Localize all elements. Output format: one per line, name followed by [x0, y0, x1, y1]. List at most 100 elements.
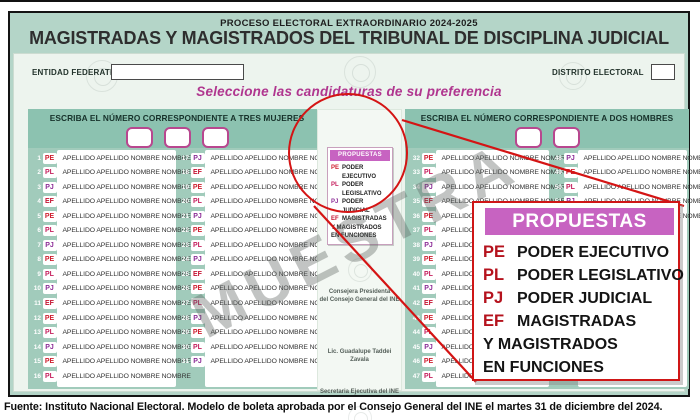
writein-number-box[interactable] — [552, 127, 580, 148]
candidate-list-panel — [57, 150, 176, 387]
candidate-number: 16 — [33, 372, 41, 380]
legend-code: EF — [483, 312, 505, 330]
distrito-electoral-box[interactable] — [651, 64, 675, 80]
candidate-row: 10 PJ APELLIDO APELLIDO NOMBRE NOMBRE — [30, 283, 191, 295]
writein-number-box[interactable] — [163, 127, 191, 148]
legend-code: PJ — [483, 289, 504, 307]
candidate-number: 33 — [412, 169, 420, 177]
legend-extra-line: Y MAGISTRADOS — [483, 336, 618, 353]
candidate-name: APELLIDO APELLIDO NOMBRE NOMBRE — [62, 270, 191, 278]
candidate-badge: EF — [421, 298, 436, 309]
candidate-name: APELLIDO APELLIDO NOMBRE NOMBRE — [62, 227, 191, 235]
candidate-badge: EF — [190, 268, 205, 280]
distrito-electoral-label: DISTRITO ELECTORAL — [552, 68, 644, 77]
candidate-number: 5 — [37, 212, 41, 220]
candidate-row: 13 PL APELLIDO APELLIDO NOMBRE NOMBRE — [30, 327, 191, 339]
candidate-badge: PJ — [421, 239, 436, 251]
legend-label: MAGISTRADAS — [517, 313, 637, 330]
candidate-badge: PE — [42, 210, 57, 222]
candidate-name: APELLIDO APELLIDO NOMBRE NOMBRE — [62, 329, 191, 337]
candidate-number: 47 — [412, 372, 420, 380]
candidate-row: 7 PJ APELLIDO APELLIDO NOMBRE NOMBRE — [30, 239, 191, 251]
candidate-row: 2 PL APELLIDO APELLIDO NOMBRE NOMBRE — [30, 167, 191, 179]
candidate-row: 29 PE APELLIDO APELLIDO NOMBRE NOMBRE — [178, 327, 339, 339]
signature-block: Lic. Guadalupe Taddei Zavala — [318, 348, 401, 364]
candidate-name: APELLIDO APELLIDO NOMBRE NOMBRE — [62, 183, 191, 191]
candidate-badge: PE — [190, 181, 205, 193]
candidate-number: 22 — [181, 227, 189, 235]
legend-label: PODER EJECUTIVO — [517, 244, 670, 261]
candidate-badge: PE — [421, 210, 436, 222]
legend-extra-line: EN FUNCIONES — [483, 359, 604, 376]
candidate-badge: PL — [421, 268, 436, 280]
candidate-number: 46 — [412, 358, 420, 366]
candidate-name: APELLIDO APELLIDO NOMBRE NOMBRE — [62, 198, 191, 206]
legend-code: EF — [331, 216, 339, 222]
candidate-number: 3 — [37, 183, 41, 191]
entidad-federativa-box[interactable] — [111, 64, 244, 80]
candidate-row: 20 PL APELLIDO APELLIDO NOMBRE NOMBRE — [178, 196, 339, 208]
candidate-name: APELLIDO APELLIDO NOMBRE NOMBRE — [210, 358, 339, 366]
candidate-badge: PE — [190, 283, 205, 295]
candidate-name: APELLIDO APELLIDO NOMBRE NOMBRE — [583, 154, 700, 162]
candidate-number: 11 — [34, 300, 41, 307]
propuestas-large-body: PE PODER EJECUTIVO PL PODER LEGISLATIVO PJ PO… — [483, 241, 684, 379]
instruction-text: Seleccione las candidaturas de su prefer… — [196, 84, 502, 99]
candidate-column: 1 PE APELLIDO APELLIDO NOMBRE NOMBRE 2 PL APE… — [30, 150, 191, 387]
candidate-number: 24 — [181, 256, 189, 264]
candidate-number: 39 — [412, 256, 420, 264]
candidate-number: 37 — [412, 227, 420, 235]
candidate-row: 27 PL APELLIDO APELLIDO NOMBRE NOMBRE — [178, 298, 339, 310]
candidate-number: 29 — [181, 329, 189, 337]
candidate-name: APELLIDO APELLIDO NOMBRE NOMBRE — [210, 314, 339, 322]
candidate-number: 10 — [33, 285, 41, 293]
candidate-row: 6 PL APELLIDO APELLIDO NOMBRE NOMBRE — [30, 225, 191, 237]
ine-seal-icon — [559, 62, 587, 90]
candidate-row: 1 PE APELLIDO APELLIDO NOMBRE NOMBRE — [30, 152, 191, 164]
candidate-number: 9 — [37, 270, 41, 278]
legend-item: PE PODER EJECUTIVO — [483, 241, 674, 264]
candidate-row: 26 PE APELLIDO APELLIDO NOMBRE NOMBRE — [178, 283, 339, 295]
section-men-header: ESCRIBA EL NÚMERO CORRESPONDIENTE A DOS … — [405, 109, 689, 148]
candidate-badge: PL — [421, 370, 436, 382]
candidate-name: APELLIDO APELLIDO NOMBRE NOMBRE — [210, 241, 339, 249]
candidate-number: 41 — [412, 285, 420, 293]
candidate-row: 23 PL APELLIDO APELLIDO NOMBRE NOMBRE — [178, 239, 339, 251]
candidate-number: 4 — [37, 198, 41, 206]
section-women: ESCRIBA EL NÚMERO CORRESPONDIENTE A TRES… — [28, 109, 339, 389]
candidate-name: APELLIDO APELLIDO NOMBRE NOMBRE — [62, 212, 191, 220]
candidate-row: 19 PE APELLIDO APELLIDO NOMBRE NOMBRE — [178, 181, 339, 193]
candidate-badge: PJ — [42, 181, 57, 193]
candidate-badge: EF — [42, 298, 57, 309]
candidate-row: 21 PJ APELLIDO APELLIDO NOMBRE NOMBRE — [178, 210, 339, 222]
writein-number-box[interactable] — [201, 127, 229, 148]
candidate-number: 20 — [181, 198, 189, 206]
candidate-badge: PE — [421, 152, 436, 164]
writein-number-box[interactable] — [125, 127, 153, 148]
candidate-badge: PJ — [421, 181, 436, 193]
writein-number-box[interactable] — [514, 127, 542, 148]
candidate-number: 45 — [412, 343, 420, 351]
candidate-badge: EF — [421, 196, 436, 208]
section-women-header: ESCRIBA EL NÚMERO CORRESPONDIENTE A TRES… — [28, 109, 326, 148]
candidate-number: 25 — [181, 270, 189, 278]
signature-block: Secretaria Ejecutiva del INE — [318, 388, 401, 396]
candidate-badge: PE — [563, 167, 578, 179]
ine-seal-icon — [348, 258, 372, 282]
candidate-row: 24 PJ APELLIDO APELLIDO NOMBRE NOMBRE — [178, 254, 339, 266]
candidate-number: 8 — [37, 256, 41, 264]
candidate-badge: PL — [421, 167, 436, 179]
candidate-row: 17 PJ APELLIDO APELLIDO NOMBRE NOMBRE — [178, 152, 339, 164]
candidate-number: 36 — [412, 212, 420, 220]
top-border-line — [0, 0, 700, 2]
section-men-title: ESCRIBA EL NÚMERO CORRESPONDIENTE A DOS … — [420, 113, 674, 123]
legend-item: PL PODER LEGISLATIVO — [483, 264, 684, 287]
candidate-name: APELLIDO APELLIDO NOMBRE NOMBRE — [583, 169, 700, 177]
candidate-badge: PJ — [190, 152, 205, 164]
candidate-number: 48 — [554, 154, 562, 162]
candidate-row: 16 PL APELLIDO APELLIDO NOMBRE NOMBRE — [30, 370, 191, 382]
propuestas-legend-large: PROPUESTAS PE PODER EJECUTIVO PL PODER LEGI… — [472, 201, 684, 381]
candidate-number: 19 — [181, 183, 189, 191]
candidate-badge: PJ — [190, 254, 205, 266]
